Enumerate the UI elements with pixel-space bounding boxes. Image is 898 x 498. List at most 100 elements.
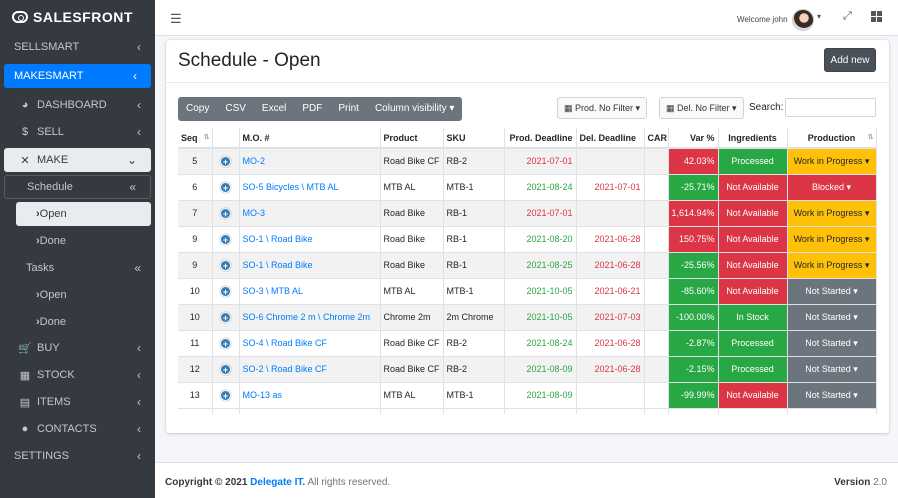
expand-cell[interactable]: + xyxy=(212,381,240,408)
sidebar-item-items-13[interactable]: ▤ ITEMS ‹ xyxy=(0,390,155,414)
production-status-dropdown[interactable]: Work in Progress ▾ xyxy=(793,155,870,166)
mo-link[interactable]: MO-13 as xyxy=(242,390,283,400)
sidebar-item-sell-3[interactable]: $ SELL ‹ xyxy=(0,120,155,144)
sidebar-item-buy-11[interactable]: 🛒 BUY ‹ xyxy=(0,336,155,360)
expand-row-icon[interactable]: + xyxy=(220,285,231,297)
sidebar-item-open-6[interactable]: › Open xyxy=(16,202,151,226)
column-header-mo[interactable]: M.O. # xyxy=(239,128,381,149)
expand-row-icon[interactable]: + xyxy=(220,337,231,349)
sidebar-item-contacts-14[interactable]: ● CONTACTS ‹ xyxy=(0,417,155,441)
production-cell[interactable]: Work in Progress ▾ xyxy=(787,225,877,252)
logo[interactable]: SALESFRONT xyxy=(0,0,155,34)
sidebar-item-makesmart-1[interactable]: MAKESMART ‹ xyxy=(4,64,151,88)
sidebar-item-stock-12[interactable]: ▦ STOCK ‹ xyxy=(0,363,155,387)
mo-link[interactable]: SO-4 \ Road Bike CF xyxy=(242,338,328,348)
expand-cell[interactable]: + xyxy=(212,277,240,304)
column-visibility-button[interactable]: Column visibility ▾ xyxy=(374,103,455,114)
sidebar-item-open-9[interactable]: › Open xyxy=(0,283,155,307)
sidebar-item-tasks-8[interactable]: Tasks « xyxy=(0,256,155,280)
expand-cell[interactable]: + xyxy=(212,173,240,200)
column-header-prod-deadline[interactable]: Prod. Deadline xyxy=(504,128,577,149)
column-header-product[interactable]: Product xyxy=(380,128,444,149)
expand-cell[interactable]: + xyxy=(212,147,240,174)
expand-cell[interactable]: + xyxy=(212,225,240,252)
mo-cell[interactable]: SO-6 Chrome 2 m \ Chrome 2m xyxy=(239,303,381,330)
expand-row-icon[interactable]: + xyxy=(220,363,231,375)
column-header-ingredients[interactable]: Ingredients xyxy=(718,128,788,149)
column-header-seq[interactable]: Seq ⇅ xyxy=(178,128,213,149)
mo-link[interactable]: SO-5 Bicycles \ MTB AL xyxy=(242,182,339,192)
production-status-dropdown[interactable]: Not Started ▾ xyxy=(805,389,858,400)
expand-row-icon[interactable]: + xyxy=(220,207,231,219)
sidebar-item-dashboard-2[interactable]: ◕ DASHBOARD ‹ xyxy=(0,93,155,117)
company-link[interactable]: Delegate IT. xyxy=(250,477,306,488)
column-header-var[interactable]: Var % xyxy=(668,128,719,149)
column-header-sku[interactable]: SKU xyxy=(443,128,505,149)
production-cell[interactable]: Work in Progress ▾ xyxy=(787,199,877,226)
production-status-dropdown[interactable]: Work in Progress ▾ xyxy=(793,259,870,270)
expand-cell[interactable]: + xyxy=(212,199,240,226)
expand-row-icon[interactable]: + xyxy=(220,259,231,271)
mo-cell[interactable]: SO-2 \ Road Bike CF xyxy=(239,355,381,382)
mo-link[interactable]: SO-1 \ Road Bike xyxy=(242,260,313,270)
chevron-down-icon[interactable]: ▾ xyxy=(817,12,822,21)
production-status-dropdown[interactable]: Not Started ▾ xyxy=(805,311,858,322)
sidebar-item-sellsmart-0[interactable]: SELLSMART ‹ xyxy=(0,35,155,59)
sidebar-item-make-4[interactable]: ✕ MAKE ⌄ xyxy=(4,148,151,172)
production-status-dropdown[interactable]: Work in Progress ▾ xyxy=(793,233,870,244)
production-cell[interactable]: Not Started ▾ xyxy=(787,381,877,408)
column-header-car[interactable]: CAR xyxy=(644,128,669,149)
expand-row-icon[interactable]: + xyxy=(220,155,231,167)
expand-cell[interactable]: + xyxy=(212,303,240,330)
sidebar-item-done-7[interactable]: › Done xyxy=(0,229,155,253)
production-cell[interactable]: Work in Progress ▾ xyxy=(787,147,877,174)
copy-button[interactable]: Copy xyxy=(186,103,210,114)
mo-link[interactable]: SO-2 \ Road Bike CF xyxy=(242,364,328,374)
mo-link[interactable]: SO-3 \ MTB AL xyxy=(242,286,304,296)
expand-row-icon[interactable]: + xyxy=(220,389,231,401)
csv-button[interactable]: CSV xyxy=(225,103,246,114)
add-new-button[interactable]: Add new xyxy=(824,48,876,72)
mo-link[interactable]: SO-1 \ Road Bike xyxy=(242,234,313,244)
mo-cell[interactable]: MO-3 xyxy=(239,199,381,226)
production-status-dropdown[interactable]: Blocked ▾ xyxy=(811,181,852,192)
mo-cell[interactable]: SO-5 Bicycles \ MTB AL xyxy=(239,173,381,200)
search-input[interactable] xyxy=(785,98,876,117)
excel-button[interactable]: Excel xyxy=(261,103,287,114)
production-cell[interactable]: Not Started ▾ xyxy=(787,277,877,304)
avatar[interactable] xyxy=(792,9,814,31)
production-status-dropdown[interactable]: Not Started ▾ xyxy=(805,337,858,348)
mo-cell[interactable]: SO-1 \ Road Bike xyxy=(239,225,381,252)
mo-link[interactable]: SO-6 Chrome 2 m \ Chrome 2m xyxy=(242,312,371,322)
print-button[interactable]: Print xyxy=(338,103,359,114)
expand-cell[interactable]: + xyxy=(212,329,240,356)
sidebar-item-done-10[interactable]: › Done xyxy=(0,310,155,334)
fullscreen-icon[interactable]: ⤢ xyxy=(843,10,852,22)
expand-row-icon[interactable]: + xyxy=(220,233,231,245)
sidebar-item-settings-15[interactable]: SETTINGS ‹ xyxy=(0,444,155,468)
mo-link[interactable]: MO-3 xyxy=(242,208,266,218)
mo-cell[interactable]: MO-2 xyxy=(239,147,381,174)
menu-toggle-icon[interactable]: ☰ xyxy=(170,11,182,26)
production-cell[interactable]: Blocked ▾ xyxy=(787,173,877,200)
production-cell[interactable]: Work in Progress ▾ xyxy=(787,251,877,278)
production-cell[interactable]: Not Started ▾ xyxy=(787,355,877,382)
column-header-production[interactable]: Production ⇅ xyxy=(787,128,877,149)
mo-cell[interactable]: SO-1 \ Road Bike xyxy=(239,251,381,278)
production-status-dropdown[interactable]: Not Started ▾ xyxy=(805,285,858,296)
pdf-button[interactable]: PDF xyxy=(302,103,323,114)
expand-cell[interactable]: + xyxy=(212,355,240,382)
prod-filter-dropdown[interactable]: ▦ Prod. No Filter ▾ xyxy=(557,97,648,119)
expand-row-icon[interactable]: + xyxy=(220,311,231,323)
mo-cell[interactable]: MO-13 as xyxy=(239,381,381,408)
expand-row-icon[interactable]: + xyxy=(220,181,231,193)
grid-icon[interactable] xyxy=(871,11,882,22)
mo-cell[interactable]: SO-4 \ Road Bike CF xyxy=(239,329,381,356)
production-cell[interactable]: Not Started ▾ xyxy=(787,303,877,330)
sidebar-item-schedule-5[interactable]: Schedule « xyxy=(4,175,151,199)
mo-link[interactable]: MO-2 xyxy=(242,156,266,167)
production-cell[interactable]: Not Started ▾ xyxy=(787,329,877,356)
column-header-del-deadline[interactable]: Del. Deadline xyxy=(576,128,645,149)
mo-cell[interactable]: SO-3 \ MTB AL xyxy=(239,277,381,304)
del-filter-dropdown[interactable]: ▦ Del. No Filter ▾ xyxy=(659,97,744,119)
